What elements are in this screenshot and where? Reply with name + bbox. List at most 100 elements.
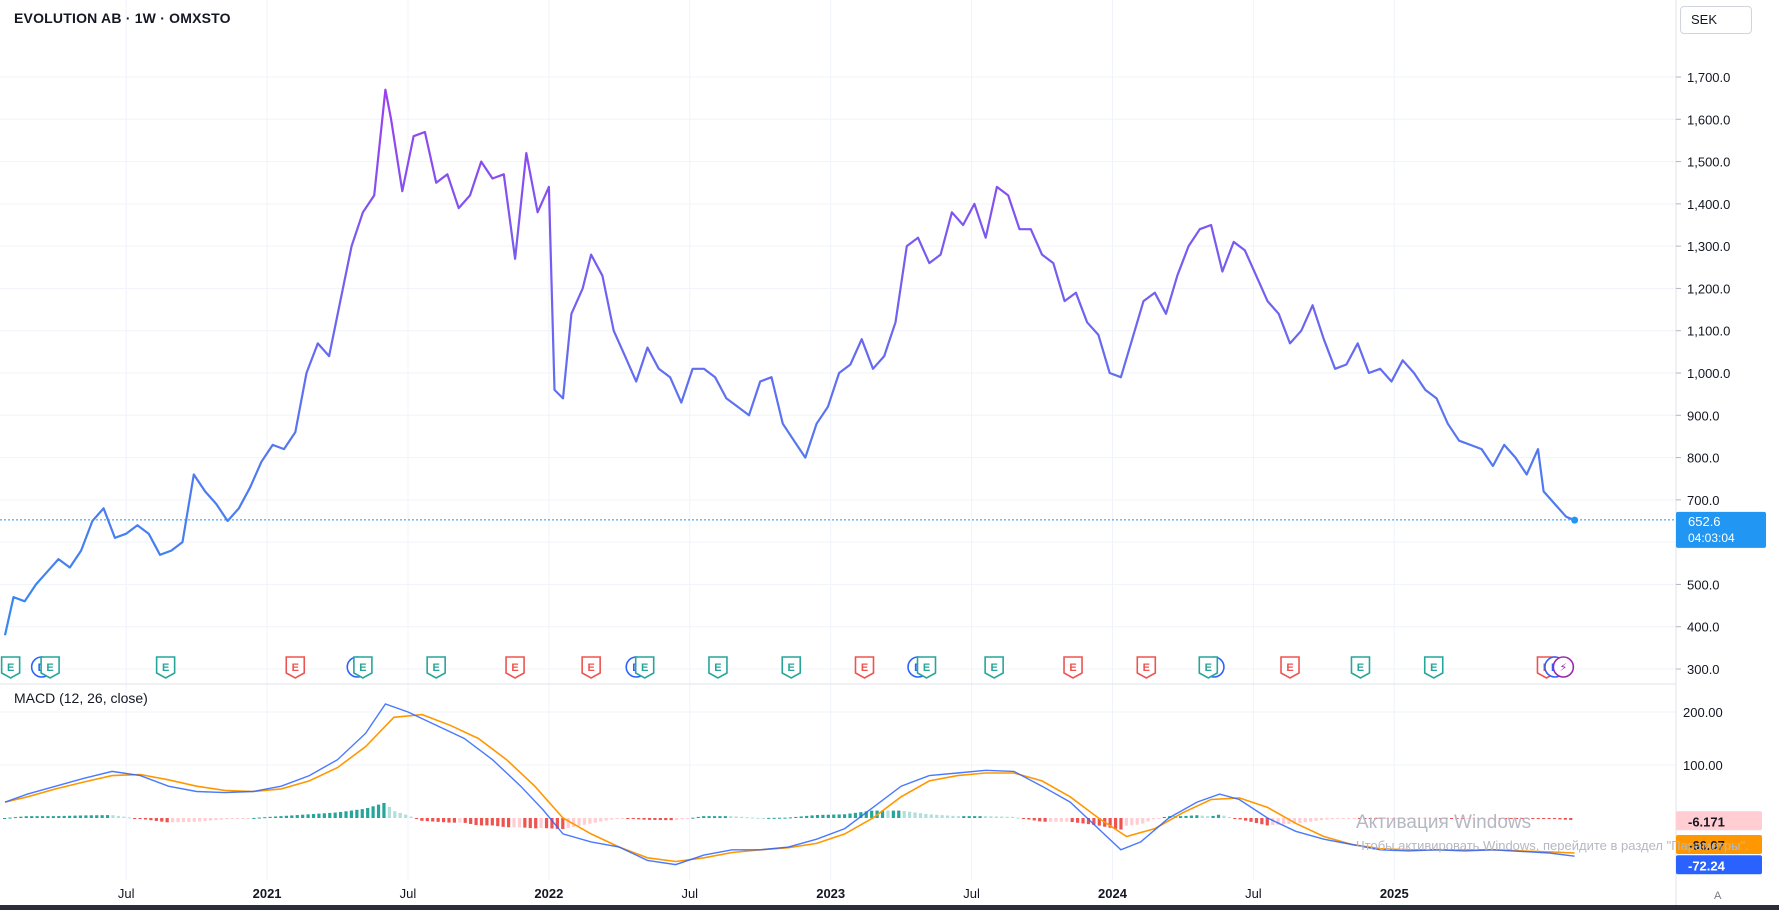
event-badge-shape <box>1350 656 1371 679</box>
macd-histogram-bar <box>474 818 478 826</box>
macd-histogram-bar <box>452 818 457 823</box>
macd-histogram-bar <box>192 818 196 822</box>
earnings-icon[interactable]: E <box>1198 656 1219 679</box>
time-tick-label: Jul <box>681 886 698 901</box>
earnings-icon[interactable]: E <box>155 656 176 679</box>
macd-histogram-bar <box>523 818 527 828</box>
earnings-icon[interactable]: E <box>40 656 60 679</box>
macd-histogram-bar <box>252 817 256 819</box>
event-badge-shape <box>581 656 601 679</box>
macd-histogram-bar <box>924 813 928 818</box>
macd-histogram-bar <box>73 815 77 818</box>
earnings-icon[interactable]: E <box>353 656 373 679</box>
macd-histogram-bar <box>1065 818 1069 822</box>
macd-histogram-bar <box>328 812 332 818</box>
macd-histogram-bar <box>1346 818 1351 819</box>
event-badge-shape <box>40 656 60 679</box>
macd-histogram-bar <box>1244 818 1248 821</box>
macd-histogram-bar <box>1276 818 1280 825</box>
earnings-icon[interactable]: E <box>581 656 601 679</box>
macd-histogram-bar <box>425 818 429 822</box>
earnings-icon[interactable]: E <box>984 656 1004 679</box>
price-tick-label: 1,600.0 <box>1687 112 1730 127</box>
earnings-icon[interactable]: E <box>1350 656 1371 679</box>
macd-indicator-label[interactable]: MACD (12, 26, close) <box>14 690 148 706</box>
price-axis[interactable]: 300.0400.0500.0600.0700.0800.0900.01,000… <box>1676 70 1730 677</box>
macd-histogram-bar <box>870 810 874 818</box>
macd-histogram-bar <box>631 818 635 819</box>
macd-histogram-bar <box>376 804 381 818</box>
macd-histogram-bar <box>496 818 500 827</box>
earnings-icon[interactable]: E <box>426 656 446 679</box>
macd-histogram-bar <box>761 817 765 819</box>
macd-histogram-bar <box>1514 818 1519 819</box>
macd-histogram-bar <box>13 817 18 819</box>
macd-histogram-bar <box>355 809 359 818</box>
macd-axis[interactable]: 100.00 200.00 <box>1683 705 1723 773</box>
macd-histogram-bar <box>382 802 386 818</box>
auto-scale-button[interactable]: A <box>1714 890 1722 902</box>
macd-histogram-bar <box>1016 817 1020 819</box>
earnings-icon[interactable]: E <box>634 656 655 679</box>
macd-histogram-bar <box>1487 818 1492 819</box>
macd-histogram-bar <box>1498 818 1502 819</box>
macd-histogram-bar <box>458 818 462 823</box>
macd-value-label: -72.24 <box>1688 858 1726 873</box>
event-markers[interactable]: EDEEEDEEEEDEEEEDEEEEDEEEEED⚡ <box>0 656 1575 679</box>
macd-histogram-bar <box>1151 818 1156 820</box>
earnings-icon[interactable]: E <box>1423 656 1444 679</box>
macd-histogram-bar <box>441 818 446 823</box>
macd-histogram-bar <box>1081 818 1085 824</box>
macd-histogram-bar <box>1027 818 1031 820</box>
macd-histogram-bar <box>1211 815 1215 818</box>
macd-histogram-bar <box>1146 818 1150 822</box>
event-badge-shape <box>426 656 446 679</box>
earnings-icon[interactable]: E <box>708 656 728 679</box>
earnings-icon[interactable]: E <box>916 656 937 679</box>
macd-histogram-bar <box>528 818 532 829</box>
split-icon[interactable]: ⚡ <box>1552 656 1575 678</box>
macd-histogram-bar <box>30 816 34 818</box>
macd-histogram-bar <box>1531 818 1535 819</box>
earnings-icon[interactable]: E <box>0 656 21 679</box>
macd-line <box>4 703 1575 866</box>
macd-histogram-bar <box>647 818 652 820</box>
event-badge-shape <box>854 656 875 679</box>
macd-histogram-bar <box>1330 818 1334 820</box>
macd-histogram-bar <box>815 814 820 818</box>
macd-histogram-bar <box>1070 818 1074 823</box>
macd-histogram-bar <box>1048 818 1053 822</box>
earnings-icon[interactable]: E <box>505 656 525 679</box>
macd-histogram-bar <box>908 811 912 818</box>
macd-histogram-bar <box>886 810 890 818</box>
macd-histogram-bar <box>1238 818 1242 820</box>
macd-histogram-bar <box>1059 818 1063 822</box>
macd-histogram-bar <box>637 818 641 820</box>
last-value-badges: 652.6 04:03:04 -6.171 -66.07 -72.24 <box>1676 511 1766 875</box>
macd-histogram-bar <box>1525 818 1530 819</box>
macd-histogram-bar <box>268 816 272 818</box>
earnings-icon[interactable]: E <box>781 656 802 679</box>
macd-histogram-bar <box>57 816 61 818</box>
macd-histogram-bar <box>1038 818 1042 822</box>
macd-histogram-bar <box>420 818 424 821</box>
macd-histogram-bar <box>506 818 511 828</box>
currency-button[interactable]: SEK <box>1680 6 1752 34</box>
macd-histogram-bar <box>1200 815 1204 818</box>
macd-histogram-bar <box>1227 816 1231 818</box>
earnings-icon[interactable]: E <box>1063 656 1083 679</box>
earnings-icon[interactable]: E <box>285 656 306 679</box>
macd-histogram-bar <box>848 813 852 818</box>
macd-histogram-bar <box>539 818 543 829</box>
event-badge-letter: E <box>923 662 930 674</box>
price-tick-label: 1,400.0 <box>1687 197 1730 212</box>
earnings-icon[interactable]: E <box>1136 656 1157 679</box>
earnings-icon[interactable]: E <box>1280 656 1300 679</box>
event-badge-letter: E <box>714 662 721 674</box>
macd-histogram-bar <box>1309 818 1313 822</box>
time-axis[interactable]: Jul 2021 Jul 2022 Jul 2023 Jul 2024 Jul 2025 <box>118 886 1409 901</box>
macd-histogram-bar <box>1433 818 1437 819</box>
macd-histogram-bar <box>1287 818 1291 824</box>
earnings-icon[interactable]: E <box>854 656 875 679</box>
